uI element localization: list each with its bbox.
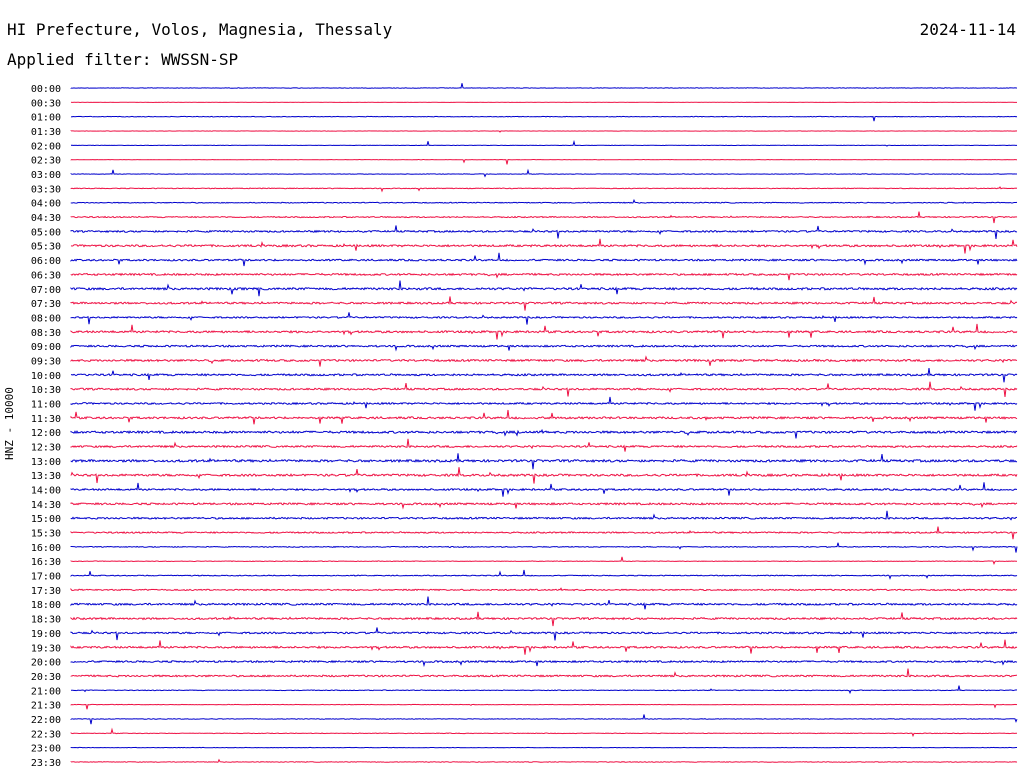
time-label: 22:00 xyxy=(31,715,61,726)
time-label: 19:00 xyxy=(31,629,61,640)
time-label: 15:00 xyxy=(31,514,61,525)
trace-0400 xyxy=(70,198,1018,204)
time-label: 16:00 xyxy=(31,543,61,554)
trace-0100 xyxy=(70,115,1018,122)
time-label: 08:30 xyxy=(31,328,61,339)
time-label: 17:00 xyxy=(31,572,61,583)
trace-0530 xyxy=(70,238,1018,254)
time-label: 03:00 xyxy=(31,170,61,181)
trace-1330 xyxy=(70,467,1018,484)
trace-0330 xyxy=(70,186,1018,193)
trace-2000 xyxy=(70,659,1018,668)
time-label: 22:30 xyxy=(31,729,61,740)
time-label: 00:00 xyxy=(31,84,61,95)
trace-0600 xyxy=(70,252,1018,267)
trace-0700 xyxy=(70,280,1018,297)
trace-1200 xyxy=(70,428,1018,439)
trace-0500 xyxy=(70,225,1018,239)
trace-1530 xyxy=(70,526,1018,540)
time-label: 23:00 xyxy=(31,744,61,755)
trace-1630 xyxy=(70,556,1017,565)
filter-label: Applied filter: WWSSN-SP xyxy=(7,50,239,69)
trace-2130 xyxy=(70,703,1018,710)
time-label: 13:30 xyxy=(31,471,61,482)
trace-0800 xyxy=(70,312,1018,325)
trace-1230 xyxy=(70,438,1018,452)
time-label: 14:00 xyxy=(31,486,61,497)
time-label: 12:00 xyxy=(31,428,61,439)
time-label: 13:00 xyxy=(31,457,61,468)
trace-0300 xyxy=(70,168,1017,178)
trace-0630 xyxy=(70,272,1018,281)
trace-0000 xyxy=(70,83,1017,89)
trace-2200 xyxy=(70,714,1018,725)
time-label: 16:30 xyxy=(31,557,61,568)
trace-1930 xyxy=(70,639,1018,655)
trace-0830 xyxy=(70,323,1018,340)
trace-1900 xyxy=(70,627,1018,641)
time-label: 12:30 xyxy=(31,443,61,454)
trace-1600 xyxy=(70,542,1018,553)
time-label: 09:00 xyxy=(31,342,61,353)
time-label: 07:00 xyxy=(31,285,61,296)
trace-1100 xyxy=(70,396,1018,411)
trace-1830 xyxy=(70,611,1018,627)
time-label: 10:30 xyxy=(31,385,61,396)
time-label: 04:30 xyxy=(31,213,61,224)
trace-1400 xyxy=(70,482,1017,497)
time-label: 21:30 xyxy=(31,701,61,712)
trace-2230 xyxy=(70,727,1018,738)
time-label: 04:00 xyxy=(31,199,61,210)
trace-0430 xyxy=(70,211,1018,224)
time-label: 15:30 xyxy=(31,529,61,540)
time-label: 23:30 xyxy=(31,758,61,769)
time-label: 20:30 xyxy=(31,672,61,683)
time-label: 00:30 xyxy=(31,98,61,109)
time-label: 09:30 xyxy=(31,356,61,367)
trace-2100 xyxy=(70,685,1018,695)
trace-0930 xyxy=(70,355,1018,367)
time-label: 11:30 xyxy=(31,414,61,425)
trace-1430 xyxy=(70,502,1018,510)
time-label: 05:00 xyxy=(31,227,61,238)
trace-1500 xyxy=(70,510,1018,521)
time-label: 01:00 xyxy=(31,113,61,124)
time-label: 14:30 xyxy=(31,500,61,511)
trace-0730 xyxy=(70,296,1018,311)
trace-0030 xyxy=(70,101,1017,104)
trace-1700 xyxy=(70,569,1018,580)
time-label: 07:30 xyxy=(31,299,61,310)
trace-1800 xyxy=(70,596,1018,610)
trace-0230 xyxy=(70,158,1018,165)
trace-1030 xyxy=(70,381,1018,397)
station-title: HI Prefecture, Volos, Magnesia, Thessaly xyxy=(7,20,393,39)
trace-2330 xyxy=(70,758,1018,763)
trace-0200 xyxy=(70,139,1018,147)
time-label: 08:00 xyxy=(31,313,61,324)
trace-1000 xyxy=(70,368,1018,383)
time-label: 03:30 xyxy=(31,184,61,195)
date-label: 2024-11-14 xyxy=(919,20,1016,39)
time-label: 02:00 xyxy=(31,141,61,152)
time-label: 19:30 xyxy=(31,643,61,654)
time-label: 11:00 xyxy=(31,399,61,410)
time-label: 18:00 xyxy=(31,600,61,611)
time-label: 06:30 xyxy=(31,270,61,281)
time-label: 18:30 xyxy=(31,615,61,626)
trace-0900 xyxy=(70,344,1018,352)
time-label: 01:30 xyxy=(31,127,61,138)
time-label: 20:00 xyxy=(31,658,61,669)
time-label: 02:30 xyxy=(31,156,61,167)
trace-1300 xyxy=(70,453,1018,470)
time-label: 21:00 xyxy=(31,686,61,697)
trace-2030 xyxy=(70,668,1017,678)
time-label: 10:00 xyxy=(31,371,61,382)
trace-0130 xyxy=(70,130,1018,133)
trace-1730 xyxy=(70,587,1018,592)
time-label: 05:30 xyxy=(31,242,61,253)
time-label: 17:30 xyxy=(31,586,61,597)
trace-1130 xyxy=(70,409,1018,425)
time-label: 06:00 xyxy=(31,256,61,267)
